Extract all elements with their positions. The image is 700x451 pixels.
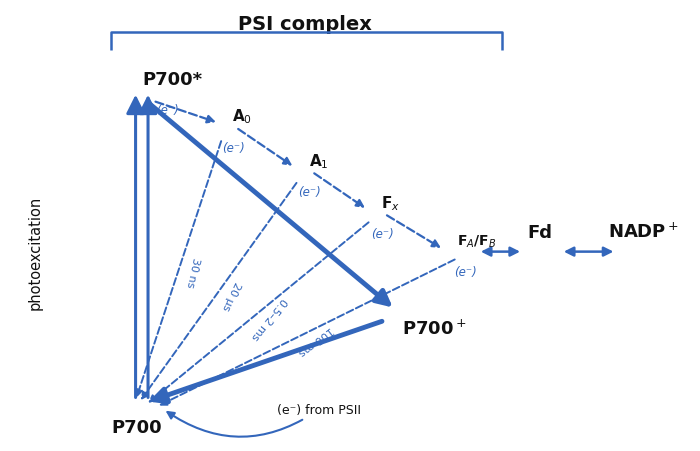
Text: NADP$^+$: NADP$^+$ [608, 222, 680, 241]
Text: 100 ms: 100 ms [296, 323, 335, 356]
Text: (e⁻) from PSII: (e⁻) from PSII [167, 403, 361, 437]
Text: Fd: Fd [528, 223, 553, 241]
Text: (e⁻): (e⁻) [371, 228, 393, 241]
Text: 30 ns: 30 ns [184, 256, 200, 287]
Text: F$_A$/F$_B$: F$_A$/F$_B$ [457, 234, 497, 250]
Text: A$_1$: A$_1$ [309, 152, 328, 170]
Text: A$_0$: A$_0$ [232, 107, 253, 126]
Text: PSI complex: PSI complex [238, 15, 372, 34]
Text: P700*: P700* [143, 71, 202, 89]
Text: (e⁻): (e⁻) [298, 186, 321, 199]
Text: photoexcitation: photoexcitation [28, 195, 43, 309]
Text: (e⁻): (e⁻) [222, 142, 245, 155]
Text: P700: P700 [111, 418, 162, 436]
Text: P700$^+$: P700$^+$ [402, 318, 466, 338]
Text: F$_x$: F$_x$ [381, 193, 400, 212]
Text: 20 μs: 20 μs [220, 280, 242, 312]
Text: (e⁻): (e⁻) [454, 266, 477, 278]
Text: (e⁻): (e⁻) [156, 104, 179, 117]
Text: 0.5–2 ms: 0.5–2 ms [250, 295, 288, 341]
